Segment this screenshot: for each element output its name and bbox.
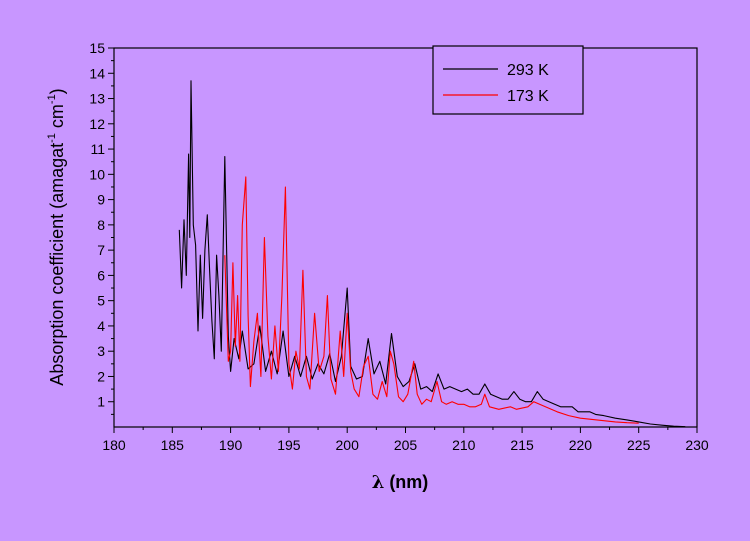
y-tick-label: 14 [89,65,105,81]
y-tick-label: 12 [89,116,105,132]
x-tick-label: 185 [161,437,185,453]
x-tick-label: 210 [452,437,476,453]
y-tick-label: 5 [97,293,105,309]
y-axis-title: Absorption coefficient (amagat-1 cm-1) [46,88,67,385]
y-tick-label: 9 [97,192,105,208]
y-tick-label: 4 [97,318,105,334]
y-tick-label: 6 [97,267,105,283]
y-tick-label: 13 [89,91,105,107]
x-tick-label: 195 [277,437,301,453]
y-tick-label: 3 [97,343,105,359]
series-line-293-k [178,80,686,428]
y-tick-label: 15 [89,40,105,56]
y-tick-label: 7 [97,242,105,258]
y-tick-label: 2 [97,368,105,384]
x-tick-label: 225 [627,437,651,453]
x-tick-label: 180 [102,437,126,453]
x-tick-label: 190 [219,437,243,453]
series-layer [178,80,686,428]
y-tick-label: 11 [90,141,105,157]
y-tick-label: 1 [97,394,105,410]
series-line-173-k [224,176,639,424]
y-tick-label: 8 [97,217,105,233]
x-tick-label: 230 [685,437,709,453]
x-tick-label: 205 [394,437,418,453]
legend-box [432,45,584,115]
legend-label-173k: 173 K [507,88,549,105]
x-tick-label: 220 [569,437,593,453]
x-axis: 180 185 190 195 200 205 210 215 220 225 230 [102,427,709,453]
x-tick-label: 215 [510,437,534,453]
legend: 293 K 173 K [432,45,584,115]
x-tick-label: 200 [336,437,360,453]
x-axis-title: λ (nm) [372,472,429,493]
legend-label-293k: 293 K [507,62,549,79]
y-tick-label: 10 [89,166,105,182]
